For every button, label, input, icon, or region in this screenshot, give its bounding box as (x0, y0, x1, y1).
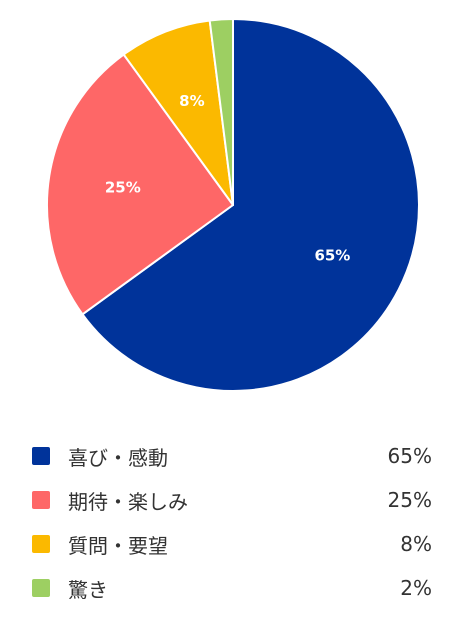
legend-label: 期待・楽しみ (68, 489, 188, 514)
pie-slice-label: 8% (179, 92, 204, 110)
pie-slice (81, 18, 420, 392)
pie-chart-plot: 65% 25% 8% (46, 18, 420, 392)
legend-item: 喜び・感動 65% (32, 434, 432, 478)
pie-slice (122, 19, 234, 206)
legend-item: 期待・楽しみ 25% (32, 478, 432, 522)
legend-item: 質問・要望 8% (32, 522, 432, 566)
legend-label: 喜び・感動 (68, 445, 168, 470)
legend-value: 8% (400, 532, 432, 556)
legend-item: 驚き 2% (32, 566, 432, 610)
legend-value: 65% (387, 444, 432, 468)
pie-slice (208, 18, 234, 206)
pie-slices (46, 18, 420, 392)
legend-swatch (32, 447, 50, 465)
legend-value: 25% (387, 488, 432, 512)
legend-swatch (32, 491, 50, 509)
legend-value: 2% (400, 576, 432, 600)
legend-swatch (32, 579, 50, 597)
pie-slice-label: 65% (314, 247, 350, 265)
pie-slice-label: 25% (105, 179, 141, 197)
legend-swatch (32, 535, 50, 553)
pie-slice-labels: 65% 25% 8% (105, 92, 351, 265)
legend-label: 質問・要望 (68, 533, 168, 558)
pie-slice (46, 53, 234, 316)
legend-label: 驚き (68, 577, 108, 602)
legend: 喜び・感動 65% 期待・楽しみ 25% 質問・要望 8% 驚き 2% (32, 434, 432, 610)
